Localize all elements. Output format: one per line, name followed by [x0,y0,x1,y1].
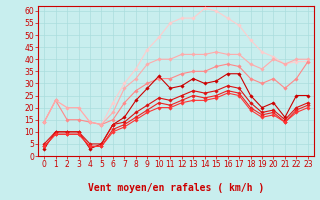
X-axis label: Vent moyen/en rafales ( km/h ): Vent moyen/en rafales ( km/h ) [88,183,264,193]
